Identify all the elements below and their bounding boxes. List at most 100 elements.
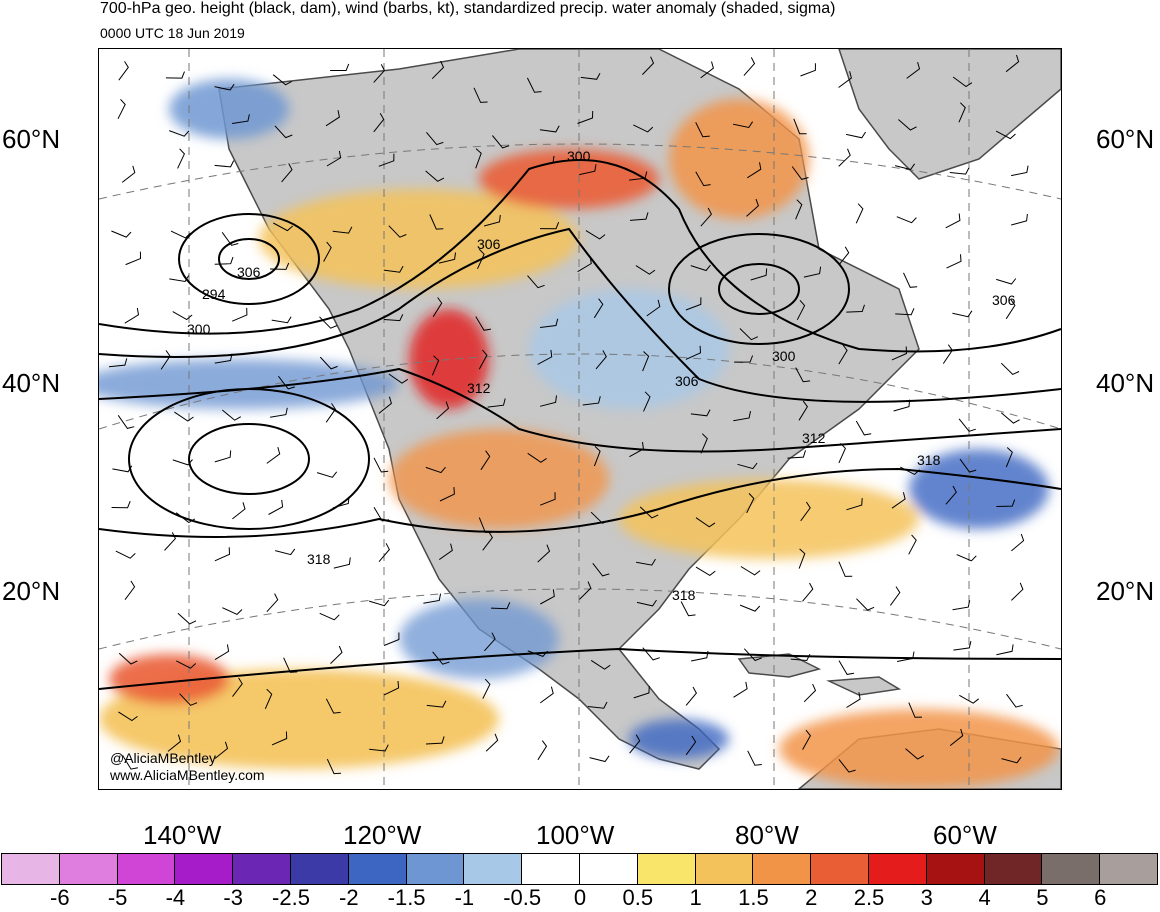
map-title: 700-hPa geo. height (black, dam), wind (…	[100, 0, 836, 17]
wind-barb	[174, 411, 194, 422]
wind-barb	[214, 83, 235, 91]
wind-barb	[177, 148, 185, 169]
wind-barb	[325, 403, 337, 423]
wind-barb	[480, 450, 491, 471]
wind-barb	[326, 150, 342, 167]
wind-barb	[274, 125, 293, 139]
wind-barb	[636, 599, 657, 607]
wind-barb	[160, 350, 171, 370]
wind-barb	[325, 698, 341, 714]
wind-barb	[691, 650, 709, 662]
negative-anomaly-mexico	[399, 599, 559, 679]
wind-barb	[482, 678, 491, 699]
wind-barb	[1011, 533, 1025, 552]
positive-anomaly-band	[259, 189, 579, 289]
wind-barb	[945, 485, 957, 505]
wind-barb	[373, 64, 385, 83]
wind-barb	[1001, 756, 1022, 764]
wind-barb	[685, 297, 702, 311]
wind-barb	[1011, 165, 1029, 177]
wind-barb	[946, 254, 962, 269]
wind-barb	[477, 248, 485, 270]
wind-barb	[527, 275, 545, 289]
colorbar-tick-label: -3	[223, 885, 243, 910]
negative-anomaly-central-america	[629, 719, 729, 759]
wind-barb	[577, 256, 592, 273]
colorbar-tick-label: 3	[920, 885, 933, 910]
colorbar-swatch	[1, 853, 60, 885]
wind-barb	[898, 119, 917, 131]
colorbar-tick-label: 1.5	[738, 885, 769, 910]
wind-barb	[527, 650, 548, 657]
negative-anomaly-central-canada	[529, 289, 729, 409]
wind-barb	[1005, 54, 1020, 73]
negative-anomaly-alaska	[169, 79, 289, 139]
wind-barb	[952, 310, 973, 318]
colorbar-swatch	[636, 853, 696, 885]
wind-barb	[167, 734, 182, 752]
wind-barb	[846, 692, 861, 708]
colorbar-tick-label: 2	[805, 885, 818, 910]
wind-barb	[958, 418, 976, 432]
wind-barb	[791, 166, 809, 180]
wind-barb	[378, 543, 391, 563]
wind-barb	[264, 688, 273, 710]
colorbar-tick-label: 0.5	[622, 885, 654, 910]
wind-barb	[743, 57, 756, 76]
colorbar-tick-label: -0.5	[503, 885, 542, 910]
wind-barb	[330, 645, 343, 664]
lat-label-60n-right: 60°N	[1096, 124, 1155, 154]
wind-barb	[1005, 447, 1013, 468]
wind-barb	[169, 275, 190, 283]
wind-barb	[492, 135, 510, 149]
wind-barb	[593, 446, 601, 467]
credit-website: www.AliciaMBentley.com	[110, 767, 265, 783]
contour-label: 306	[237, 264, 261, 280]
wind-barb	[281, 163, 293, 183]
wind-barb	[232, 502, 246, 520]
wind-barb	[169, 130, 190, 137]
contour-high-pacific-inner	[188, 423, 310, 495]
wind-barb	[589, 755, 610, 763]
wind-barb	[695, 517, 716, 528]
wind-barb	[942, 344, 953, 364]
wind-barb	[283, 657, 298, 673]
wind-barb	[690, 409, 711, 417]
wind-barb	[222, 607, 243, 615]
wind-barb	[485, 733, 499, 752]
colorbar-swatch	[694, 853, 754, 885]
wind-barb	[695, 566, 716, 577]
wind-barb	[121, 165, 136, 183]
wind-barb	[700, 61, 714, 79]
wind-barb	[271, 731, 288, 746]
wind-barb	[214, 644, 230, 661]
wind-barb	[388, 225, 407, 238]
wind-barb	[733, 411, 751, 422]
wind-barb	[795, 367, 811, 383]
wind-barb	[270, 407, 288, 418]
wind-barb	[319, 612, 340, 621]
wind-barb	[117, 415, 135, 429]
wind-barb	[115, 550, 136, 559]
colorbar-swatch	[289, 853, 349, 885]
wind-barb	[889, 586, 901, 606]
wind-barb	[112, 465, 133, 473]
wind-barb	[118, 652, 138, 665]
wind-barb	[1011, 582, 1024, 601]
colorbar-tick-label: 0	[573, 885, 587, 910]
credit-handle: @AliciaMBentley	[110, 750, 217, 766]
wind-barb	[995, 130, 1016, 140]
wind-barb	[490, 602, 511, 610]
wind-barb	[325, 110, 340, 127]
wind-barb	[642, 56, 655, 75]
colorbar-tick-label: -1.5	[387, 885, 426, 910]
wind-barb	[478, 517, 493, 533]
lon-label-140w: 140°W	[143, 820, 222, 850]
lat-label-20n-left: 20°N	[2, 576, 61, 606]
positive-anomaly-caribbean	[779, 709, 1059, 789]
wind-barb	[117, 98, 126, 120]
wind-barb	[431, 355, 440, 376]
wind-barb	[164, 532, 177, 551]
wind-barb	[436, 401, 450, 420]
wind-barb	[373, 506, 390, 522]
